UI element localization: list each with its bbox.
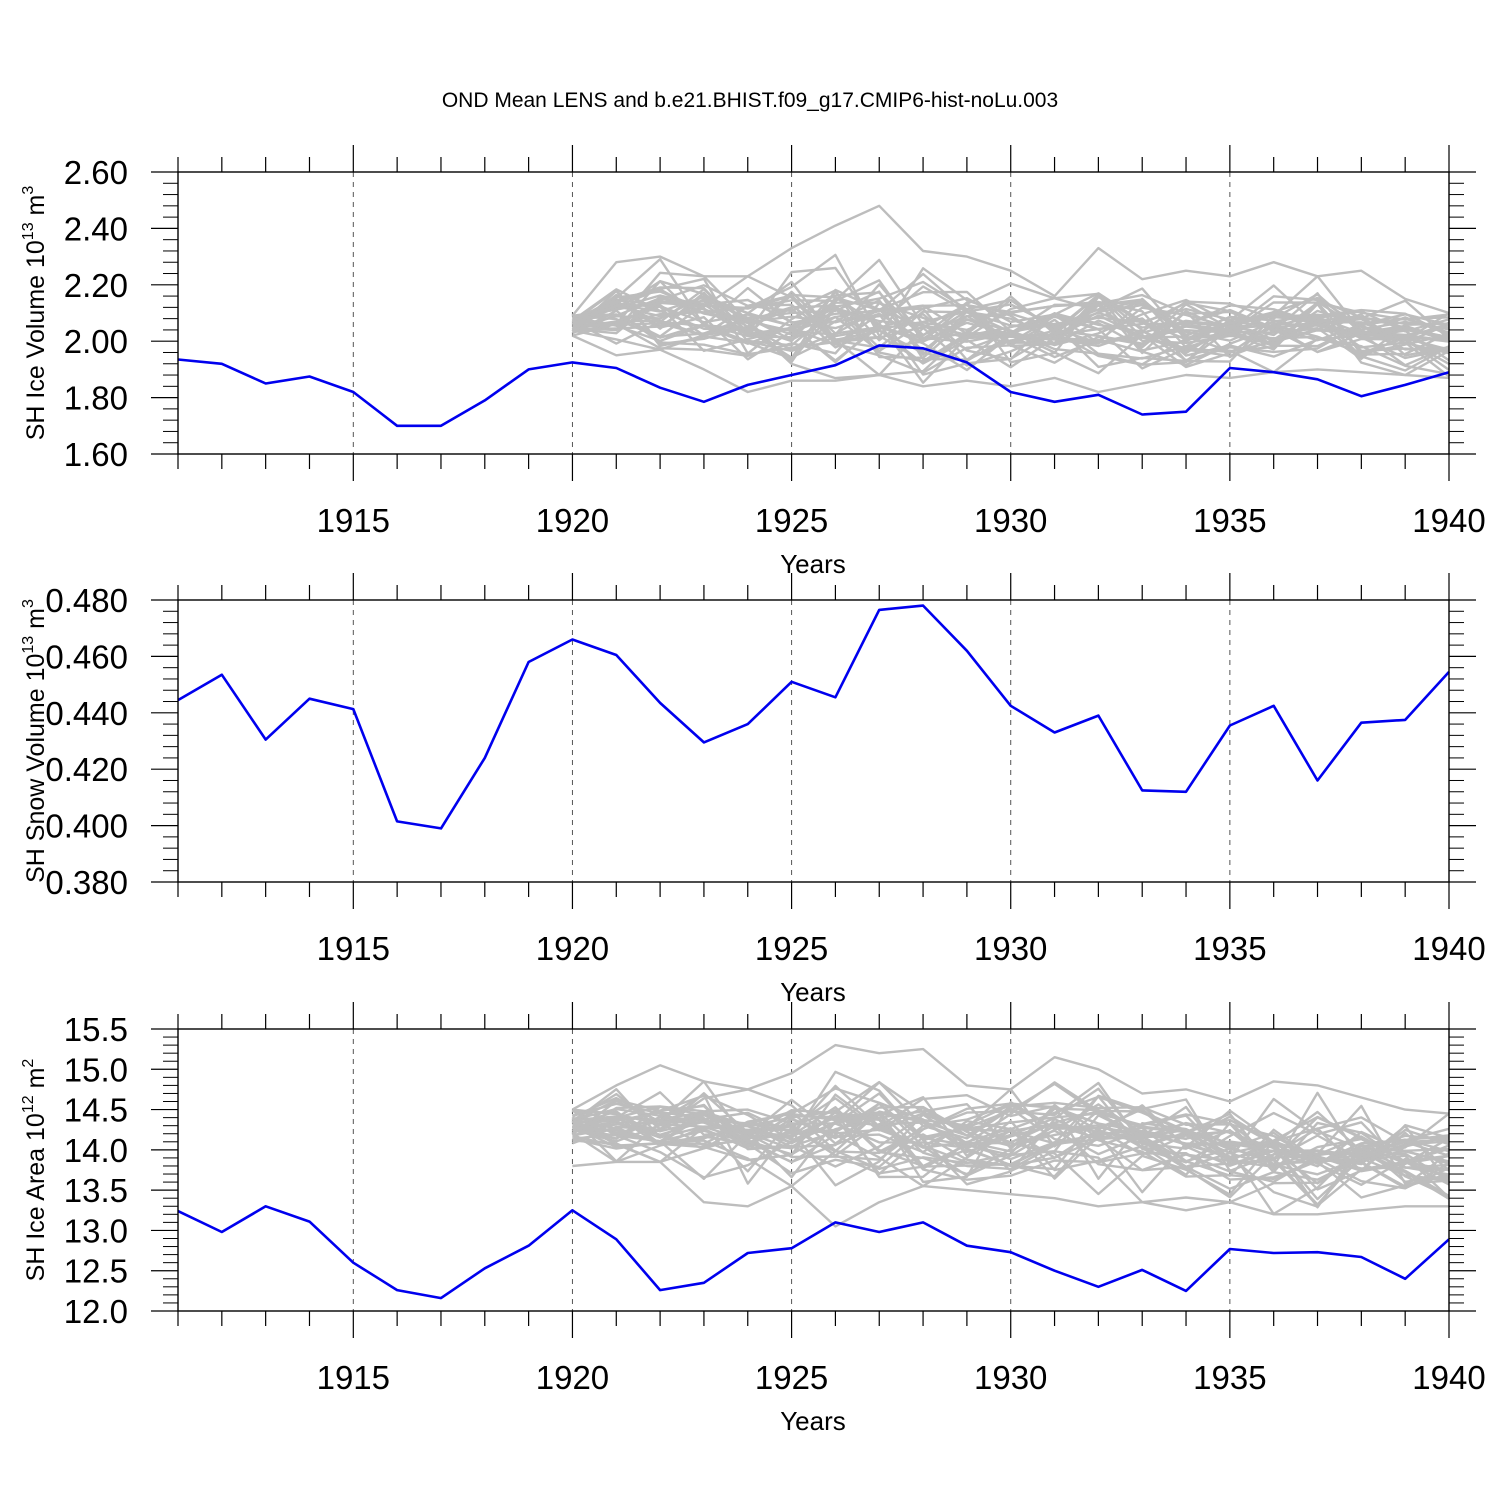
series-line-experiment	[177, 344, 1450, 428]
y-tick-label: 14.5	[64, 1092, 128, 1129]
y-tick-label: 1.80	[64, 380, 128, 417]
y-axis-label: SH Ice Area 1012 m2	[20, 1059, 50, 1282]
ensemble-member-line	[571, 1102, 1450, 1200]
ensemble-member-line	[572, 1108, 1450, 1184]
y-tick-label: 2.40	[64, 210, 128, 247]
ensemble-member-line	[571, 288, 1450, 362]
x-tick-label: 1940	[1412, 930, 1485, 967]
y-tick-label: 0.460	[45, 638, 128, 675]
ensemble-members	[571, 1043, 1450, 1228]
y-axis-label-text: SH Ice Volume 10	[22, 240, 50, 440]
x-tick-label: 1930	[974, 1359, 1047, 1396]
ensemble-member-line	[572, 290, 1450, 361]
ensemble-member-line	[571, 1092, 1450, 1176]
figure-title: OND Mean LENS and b.e21.BHIST.f09_g17.CM…	[442, 89, 1058, 112]
y-axis-label-unit-exponent: 3	[20, 599, 37, 608]
x-tick-label: 1930	[974, 502, 1047, 539]
x-tick-label: 1925	[755, 502, 828, 539]
x-tick-label: 1930	[974, 930, 1047, 967]
y-tick-label: 12.5	[64, 1253, 128, 1290]
ensemble-member-line	[572, 299, 1450, 364]
y-tick-label: 0.380	[45, 864, 128, 901]
x-axis-label: Years	[780, 1406, 846, 1436]
ensemble-member-line	[572, 288, 1450, 364]
ensemble-max-line	[571, 204, 1450, 317]
x-tick-label: 1935	[1193, 930, 1266, 967]
plot-frame	[177, 171, 1450, 455]
y-axis-label-text: SH Snow Volume 10	[22, 654, 50, 883]
y-axis-label-exponent: 12	[20, 1095, 37, 1113]
y-tick-label: 1.60	[64, 436, 128, 473]
y-tick-label: 14.0	[64, 1132, 128, 1169]
ensemble-member-line	[572, 1097, 1450, 1187]
plot-frame	[177, 599, 1450, 883]
x-tick-label: 1925	[755, 930, 828, 967]
y-tick-label: 0.420	[45, 751, 128, 788]
y-tick-label: 13.0	[64, 1212, 128, 1249]
y-tick-label: 0.440	[45, 695, 128, 732]
panel-snow-volume: 1915 1920 1925 1930 1935 1940 Years 0.380 0.400 0…	[20, 573, 1486, 1007]
ensemble-member-line	[571, 258, 1450, 384]
ensemble-member-line	[572, 295, 1450, 345]
ensemble-members	[571, 204, 1450, 394]
y-axis-label-unit: m	[22, 195, 50, 223]
ensemble-member-line	[572, 1087, 1450, 1161]
x-tick-label: 1915	[317, 930, 390, 967]
x-tick-label: 1940	[1412, 1359, 1485, 1396]
y-axis-label: SH Ice Volume 1013 m3	[20, 186, 50, 441]
y-axis-label: SH Snow Volume 1013 m3	[20, 599, 50, 883]
x-tick-label: 1915	[317, 502, 390, 539]
ensemble-min-line	[571, 334, 1450, 394]
ensemble-member-line	[571, 1087, 1450, 1199]
panel-ice-area: 1915 1920 1925 1930 1935 1940 Years 12.012.5 13.…	[20, 1002, 1486, 1436]
y-tick-label: 2.00	[64, 323, 128, 360]
ensemble-member-line	[572, 1098, 1450, 1188]
x-tick-label: 1925	[755, 1359, 828, 1396]
y-tick-label: 15.0	[64, 1051, 128, 1088]
y-tick-label: 2.20	[64, 267, 128, 304]
series-line-experiment	[177, 604, 1450, 830]
y-tick-label: 13.5	[64, 1172, 128, 1209]
y-tick-label: 0.400	[45, 808, 128, 845]
y-axis-label-exponent: 13	[20, 222, 37, 240]
panel-ice-volume: 1915 1920 1925 1930 1935 1940 Years 1.60 1.80 2.0…	[20, 145, 1486, 579]
y-tick-label: 12.0	[64, 1293, 128, 1330]
y-axis-label-unit: m	[22, 1068, 50, 1096]
x-tick-label: 1915	[317, 1359, 390, 1396]
series-line-experiment	[177, 1205, 1450, 1300]
y-axis-label-exponent: 13	[20, 636, 37, 654]
plot-frame	[177, 1028, 1450, 1312]
y-axis-label-unit-exponent: 2	[20, 1059, 37, 1068]
y-tick-label: 15.5	[64, 1011, 128, 1048]
ensemble-member-line	[572, 1095, 1450, 1199]
ensemble-max-line	[571, 1043, 1450, 1115]
y-axis-label-text: SH Ice Area 10	[22, 1113, 50, 1281]
x-tick-label: 1920	[536, 502, 609, 539]
x-tick-label: 1920	[536, 930, 609, 967]
panels: 1915 1920 1925 1930 1935 1940 Years 1.60 1.80 2.0…	[20, 145, 1486, 1436]
x-tick-label: 1920	[536, 1359, 609, 1396]
ensemble-min-line	[572, 1160, 1449, 1228]
y-axis-label-unit-exponent: 3	[20, 186, 37, 195]
x-axis-label: Years	[780, 977, 846, 1007]
x-tick-label: 1935	[1193, 502, 1266, 539]
x-tick-label: 1940	[1412, 502, 1485, 539]
y-tick-label: 2.60	[64, 154, 128, 191]
y-axis-label-unit: m	[22, 608, 50, 636]
ensemble-member-line	[572, 292, 1450, 362]
y-tick-label: 0.480	[45, 582, 128, 619]
x-tick-label: 1935	[1193, 1359, 1266, 1396]
x-axis-label: Years	[780, 549, 846, 579]
